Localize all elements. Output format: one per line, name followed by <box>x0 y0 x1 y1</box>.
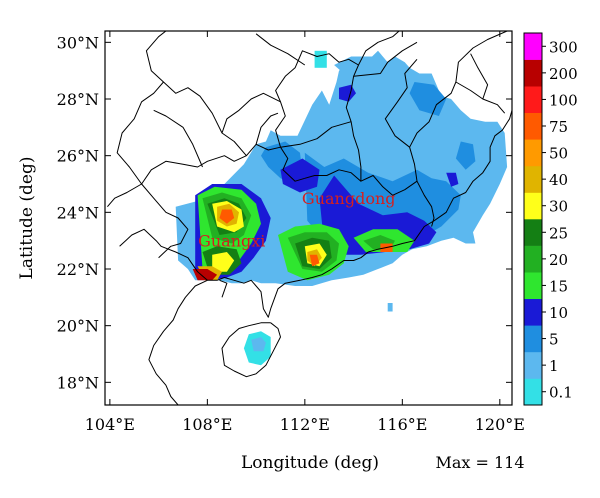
province-boundary-4 <box>409 31 508 182</box>
colorbar-label-5: 5 <box>549 331 559 349</box>
y-tick-label: 24°N <box>57 203 99 222</box>
colorbar-swatch-200 <box>524 59 542 87</box>
coastline-0 <box>207 110 512 318</box>
x-axis-title: Longitude (deg) <box>241 453 379 473</box>
rain-contour-1-2 <box>251 337 266 352</box>
province-boundary-0 <box>141 143 305 259</box>
rain-contour-75-31 <box>309 254 320 267</box>
y-tick-label: 30°N <box>57 33 99 52</box>
x-tick-label: 104°E <box>85 415 135 434</box>
rain-contour-5-10 <box>455 141 476 170</box>
colorbar-label-40: 40 <box>549 171 568 189</box>
province-boundary-7 <box>145 31 223 134</box>
colorbar-label-50: 50 <box>549 145 568 163</box>
x-tick-label: 116°E <box>377 415 427 434</box>
colorbar-label-75: 75 <box>549 118 568 136</box>
province-boundary-14 <box>353 41 418 77</box>
x-tick-label: 112°E <box>280 415 330 434</box>
coastline-3 <box>148 279 208 405</box>
colorbar-swatch-300 <box>524 33 542 60</box>
coastline-2 <box>221 322 281 378</box>
y-tick-label: 28°N <box>57 90 99 109</box>
province-boundary-13 <box>384 58 418 148</box>
y-tick-label: 18°N <box>57 373 99 392</box>
colorbar-label-10: 10 <box>549 304 568 322</box>
rain-contour-200-33 <box>192 269 218 281</box>
rain-contour-10-14 <box>446 172 459 187</box>
colorbar-frame <box>523 32 543 406</box>
rain-contour-30-26 <box>212 252 235 272</box>
province-boundary-10 <box>255 33 306 66</box>
colorbar-swatch-5 <box>524 325 542 353</box>
rain-contour-1-3 <box>387 303 393 312</box>
colorbar-swatch-75 <box>524 112 542 140</box>
colorbar-swatch-20 <box>524 245 542 273</box>
x-tick-label: 108°E <box>182 415 232 434</box>
x-axis: 104°E 108°E 112°E 116°E 120°E <box>85 31 525 434</box>
colorbar-label-300: 300 <box>549 38 578 56</box>
rain-contour-0.1-4 <box>314 50 327 68</box>
rain-contour-10-13 <box>280 158 320 193</box>
colorbar-swatch-10 <box>524 298 542 326</box>
colorbar-swatch-1 <box>524 351 542 379</box>
province-boundary-layer <box>107 31 508 281</box>
province-boundary-6 <box>221 92 281 157</box>
province-boundary-15 <box>470 53 489 100</box>
colorbar-swatch-15 <box>524 272 542 299</box>
colorbar-label-1: 1 <box>549 357 559 375</box>
province-boundary-12 <box>280 121 352 148</box>
province-boundary-9 <box>107 183 142 208</box>
colorbar-label-20: 20 <box>549 251 568 269</box>
y-tick-label: 22°N <box>57 260 99 279</box>
colorbar-swatch-50 <box>524 139 542 167</box>
y-axis: 18°N 20°N 22°N 24°N 26°N 28°N 30°N <box>57 33 512 392</box>
province-boundary-1 <box>304 169 435 227</box>
colorbar-label-30: 30 <box>549 198 568 216</box>
province-boundary-8 <box>116 81 164 185</box>
rain-contour-10-11 <box>319 175 437 255</box>
province-boundary-11 <box>153 109 203 168</box>
colorbar-swatch-40 <box>524 165 542 193</box>
colorbar-label-100: 100 <box>549 91 578 109</box>
y-axis-title: Latitude (deg) <box>17 157 37 280</box>
y-tick-label: 26°N <box>57 147 99 166</box>
x-tick-label: 120°E <box>475 415 525 434</box>
colorbar-label-25: 25 <box>549 224 568 242</box>
province-boundary-17 <box>119 228 208 281</box>
plot-frame <box>104 30 513 406</box>
colorbar-label-200: 200 <box>549 65 578 83</box>
rain-contour-75-30 <box>219 209 235 224</box>
max-value-label: Max = 114 <box>435 453 524 472</box>
rain-contour-5-9 <box>409 82 447 116</box>
colorbar-swatch-0.1 <box>524 378 542 406</box>
coastline-1 <box>219 279 228 298</box>
province-boundary-16 <box>255 112 279 145</box>
colorbar-label-15: 15 <box>549 277 568 295</box>
label-guangxi: Guangxi <box>198 231 265 250</box>
rain-contour-1-5 <box>334 56 376 80</box>
colorbar-swatch-30 <box>524 192 542 220</box>
label-guangdong: Guangdong <box>302 189 396 208</box>
coastline-layer <box>148 110 512 405</box>
colorbar-swatch-25 <box>524 219 542 246</box>
province-boundary-2 <box>275 31 400 148</box>
y-tick-label: 20°N <box>57 317 99 336</box>
colorbar-swatch-100 <box>524 86 542 113</box>
colorbar-label-0.1: 0.1 <box>549 384 573 402</box>
